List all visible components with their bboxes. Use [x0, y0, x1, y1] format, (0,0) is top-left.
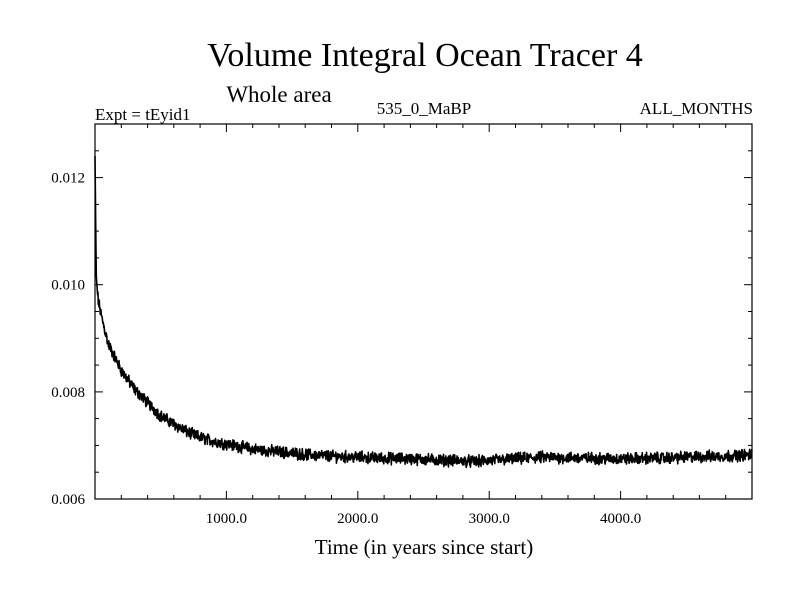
- y-tick-label: 0.008: [51, 385, 85, 401]
- y-tick-label: 0.010: [51, 278, 85, 294]
- series-layer: [94, 156, 753, 469]
- x-tick-label: 2000.0: [337, 511, 378, 527]
- x-tick-label: 1000.0: [206, 511, 247, 527]
- chart-title: Volume Integral Ocean Tracer 4: [207, 37, 643, 74]
- chart-subtitle: Whole area: [226, 82, 331, 107]
- x-axis-label: Time (in years since start): [315, 535, 534, 559]
- y-tick-label: 0.012: [51, 171, 85, 187]
- months-label: ALL_MONTHS: [640, 99, 753, 118]
- y-tick-label: 0.006: [51, 492, 85, 508]
- period-label: 535_0_MaBP: [377, 99, 471, 118]
- x-tick-label: 4000.0: [600, 511, 641, 527]
- experiment-label: Expt = tEyid1: [95, 105, 191, 124]
- series-line: [94, 156, 753, 469]
- x-axis: 1000.0 2000.0 3000.0 4000.0: [120, 124, 727, 527]
- x-tick-label: 3000.0: [469, 511, 510, 527]
- plot-frame: [94, 123, 753, 500]
- y-axis: 0.006 0.008 0.010 0.012: [51, 150, 752, 508]
